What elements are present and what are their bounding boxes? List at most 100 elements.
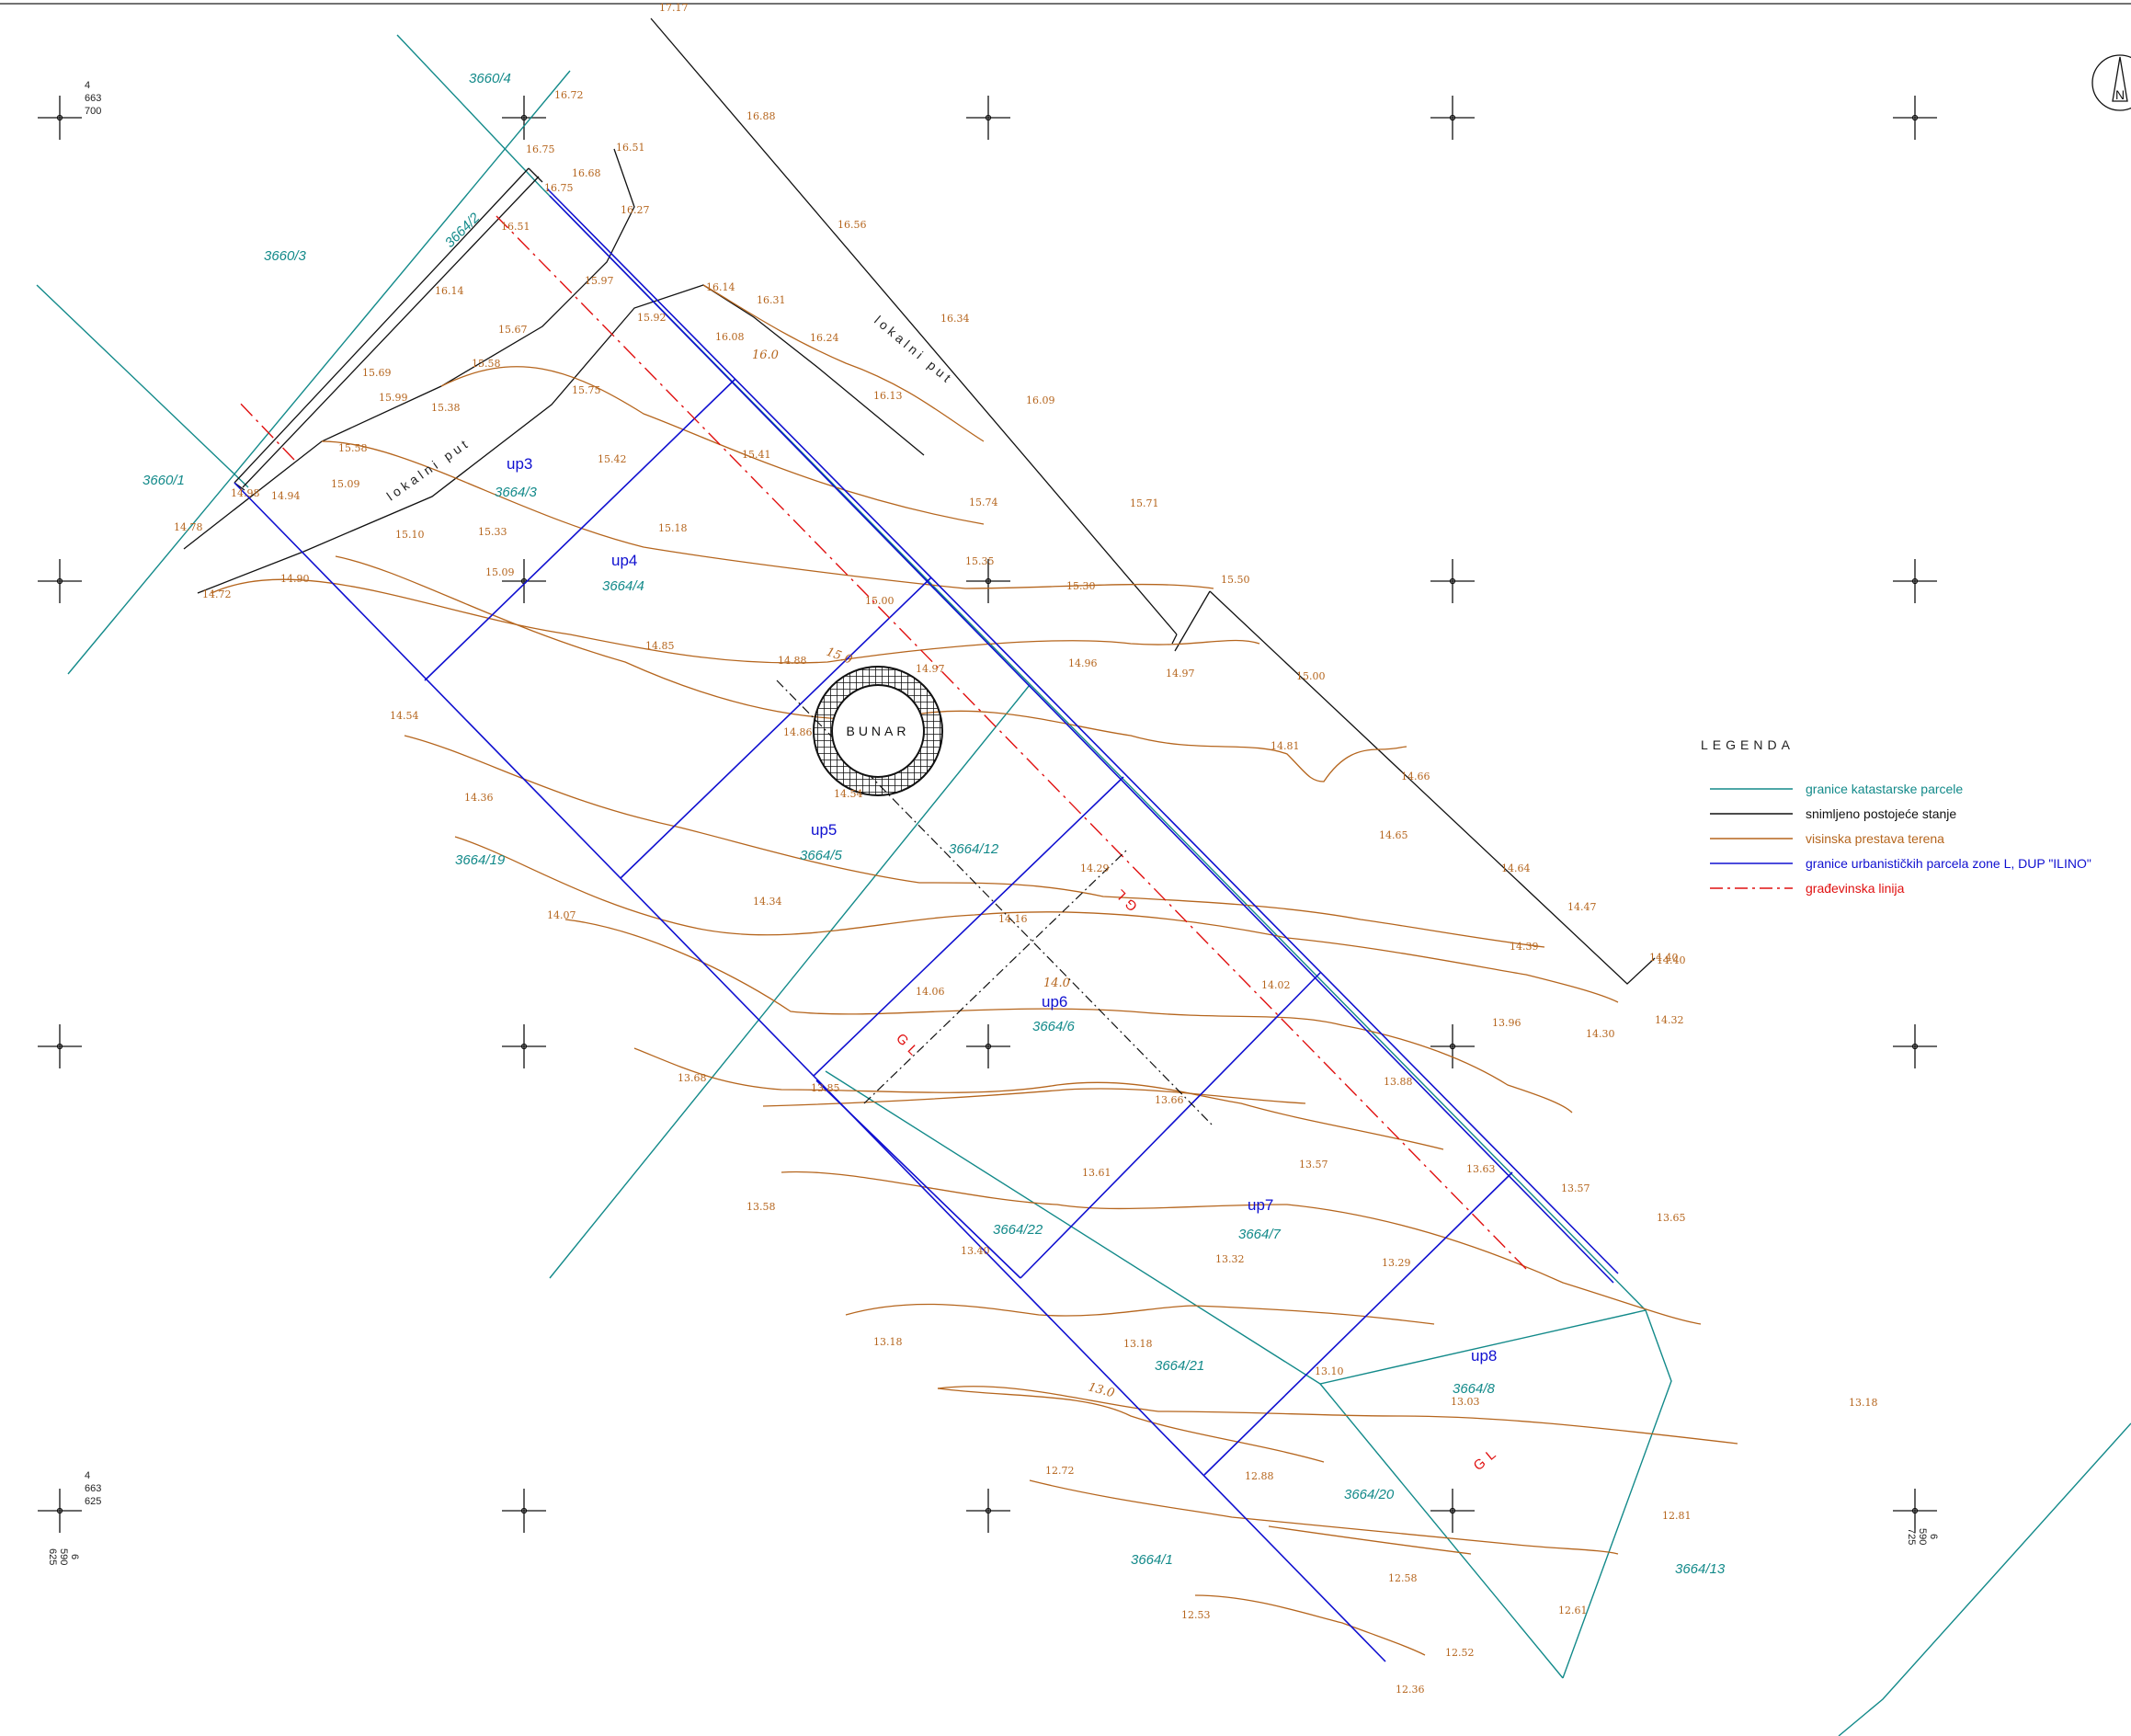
elevation-label: 15.67 <box>498 324 528 336</box>
grid-cross <box>502 1024 546 1068</box>
elevation-label: 13.32 <box>1215 1253 1245 1265</box>
elevation-label: 14.16 <box>998 913 1028 925</box>
grid-cross <box>966 1489 1010 1533</box>
contour-line <box>762 1088 1306 1107</box>
urban-parcel-label: up8 <box>1471 1347 1497 1365</box>
legend-label: granice katastarske parcele <box>1806 782 1963 796</box>
well-inner <box>831 684 925 778</box>
elevation-label: 14.97 <box>916 663 945 675</box>
cadastral-parcel-label: 3664/20 <box>1344 1487 1395 1502</box>
elevation-label: 16.34 <box>940 313 970 325</box>
cadastral-parcel-label: 3664/5 <box>800 848 843 863</box>
cadastral-parcel-label: 3660/4 <box>469 71 511 86</box>
elevation-label: 13.65 <box>1657 1212 1686 1224</box>
urban-parcel-boundaries <box>234 188 1619 1662</box>
section-line <box>863 850 1127 1104</box>
building-line-path <box>496 215 1527 1270</box>
elevation-label: 12.36 <box>1396 1684 1425 1696</box>
elevation-label: 13.61 <box>1082 1167 1111 1179</box>
grid-cross <box>1893 1489 1937 1533</box>
coord-bottom-left-3: 625 <box>85 1496 101 1507</box>
elevation-label: 13.88 <box>1384 1076 1413 1088</box>
elevation-label: 14.85 <box>645 640 675 652</box>
grid-cross <box>38 1489 82 1533</box>
cadastral-parcel-label: 3664/4 <box>602 578 644 594</box>
contour-line <box>1194 1594 1426 1656</box>
urban-parcel-line <box>546 188 1619 1274</box>
elevation-label: 14.06 <box>916 986 945 998</box>
elevation-label: 13.10 <box>1315 1365 1344 1377</box>
grid-cross <box>1893 559 1937 603</box>
coord-top-left-1: 4 <box>85 80 90 91</box>
legend: LEGENDA granice katastarske parcele sniml… <box>1701 737 2091 896</box>
elevation-label: 14.40 <box>1649 952 1679 964</box>
elevation-label: 14.47 <box>1567 901 1597 913</box>
grid-cross <box>1893 96 1937 140</box>
grid-crosses <box>38 96 1937 1533</box>
elevation-label: 16.72 <box>554 89 584 101</box>
elevation-label: 16.09 <box>1026 394 1055 406</box>
elevation-label: 15.99 <box>379 392 408 404</box>
elevation-label: 14.54 <box>390 710 419 722</box>
urban-parcel-line <box>813 776 1124 1077</box>
contour-line <box>564 919 1573 1114</box>
cadastral-parcel-label: 3664/21 <box>1155 1358 1204 1374</box>
elevation-label: 14.29 <box>1080 862 1110 874</box>
elevation-label: 13.58 <box>746 1201 776 1213</box>
cadastral-parcel-label: 3664/1 <box>1131 1552 1173 1568</box>
elevation-label: 15.33 <box>478 526 507 538</box>
section-line <box>776 680 1214 1127</box>
urban-parcel-line <box>234 482 1386 1662</box>
elevation-label: 12.72 <box>1045 1465 1075 1477</box>
cadastral-parcel-label: 3664/7 <box>1238 1227 1282 1242</box>
legend-item: visinska prestava terena <box>1710 831 1944 846</box>
contour-line <box>1029 1479 1619 1555</box>
grid-cross <box>38 1024 82 1068</box>
elevation-label: 14.66 <box>1401 771 1430 782</box>
elevation-label: 15.00 <box>865 595 895 607</box>
elevation-label: 16.24 <box>810 332 839 344</box>
coord-bottom-x-3: 625 <box>47 1548 58 1565</box>
contour-label: 13.0 <box>1087 1380 1116 1400</box>
coord-bottom-x-2: 590 <box>58 1548 69 1565</box>
elevation-label: 14.96 <box>1068 657 1098 669</box>
elevation-label: 14.78 <box>174 521 203 533</box>
grid-cross <box>1893 1024 1937 1068</box>
elevation-label: 15.41 <box>742 449 771 461</box>
road-edge <box>1174 590 1211 652</box>
cadastral-parcel-label: 3664/22 <box>993 1222 1043 1238</box>
elevation-label: 15.50 <box>1221 574 1250 586</box>
building-line-label: GL <box>1471 1443 1503 1474</box>
elevation-label: 15.74 <box>969 497 998 508</box>
elevation-label: 15.35 <box>965 555 995 567</box>
cadastral-line <box>549 684 1031 1279</box>
elevation-label: 13.18 <box>873 1336 903 1348</box>
legend-label: građevinska linija <box>1806 881 1905 896</box>
elevation-label: 13.57 <box>1561 1182 1590 1194</box>
building-line <box>236 215 1527 1270</box>
building-line-path <box>236 399 295 461</box>
cadastral-parcel-label: 3660/1 <box>142 473 185 488</box>
elevation-label: 16.51 <box>501 221 530 233</box>
elevation-label: 16.08 <box>715 331 745 343</box>
elevation-label: 14.86 <box>783 726 813 738</box>
elevation-label: 14.97 <box>1166 668 1195 680</box>
cadastral-line <box>1838 1422 2131 1736</box>
elevation-label: 14.81 <box>1271 740 1300 752</box>
cadastral-labels: 3660/4 3664/2 3660/3 3660/1 3664/3 3664/4 3664… <box>142 71 1726 1577</box>
elevation-label: 16.27 <box>621 204 650 216</box>
elevation-label: 12.81 <box>1662 1510 1692 1522</box>
road-edge <box>197 284 925 594</box>
well: BUNAR <box>813 666 943 796</box>
elevation-label: 14.07 <box>547 909 576 921</box>
cadastral-line <box>1319 1383 1564 1679</box>
urban-parcel-label: up3 <box>507 455 532 473</box>
elevation-label: 15.18 <box>658 522 688 534</box>
contour-line <box>845 1303 1435 1325</box>
contour-line <box>454 836 1619 1003</box>
urban-parcel-label: up4 <box>611 552 637 569</box>
elevation-label: 12.52 <box>1445 1647 1475 1659</box>
coord-top-left-2: 663 <box>85 93 101 104</box>
elevation-labels: 17.17 16.88 16.72 16.75 16.68 16.51 16.75 16.27… <box>174 2 1878 1696</box>
cadastral-parcel-label: 3664/12 <box>949 841 999 857</box>
